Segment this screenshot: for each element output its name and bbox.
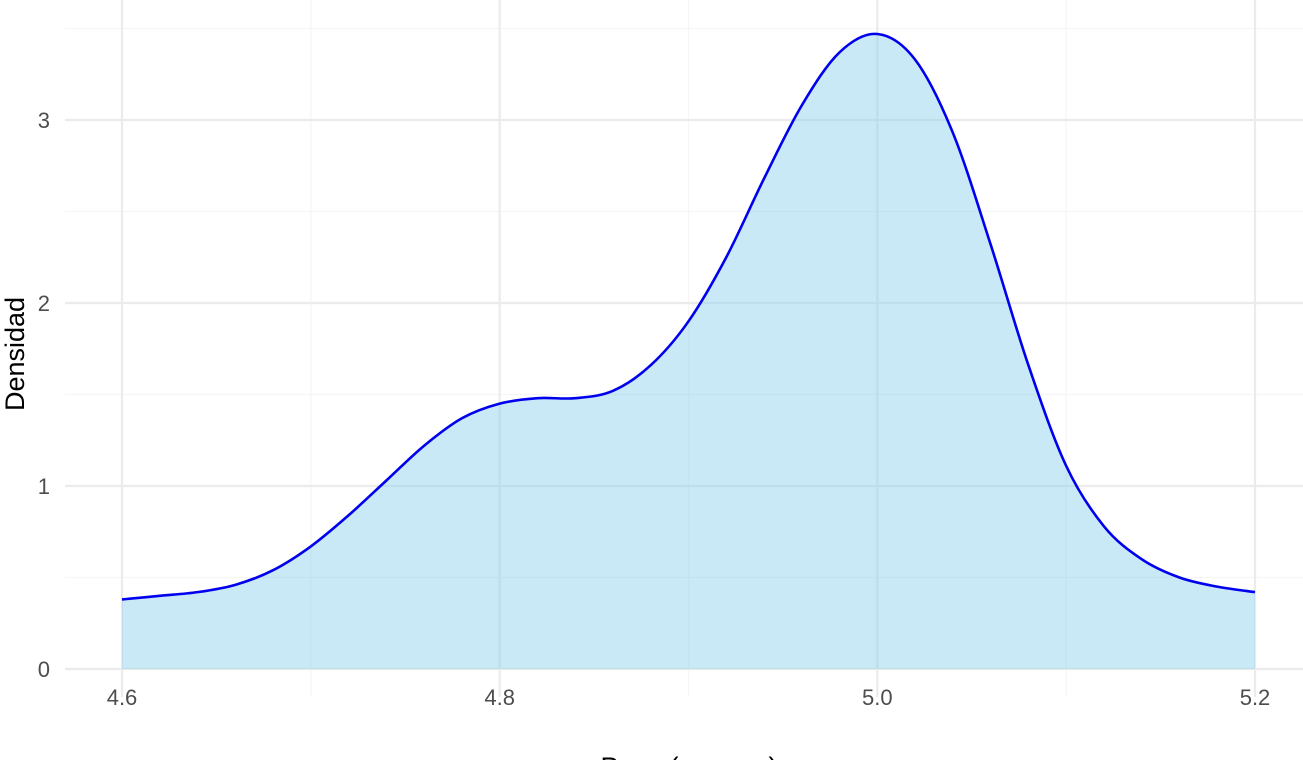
major-grid — [65, 0, 1303, 697]
y-axis-title: Densidad — [0, 297, 30, 411]
y-axis-ticks: 0 1 2 3 — [38, 108, 50, 682]
x-tick-label-2: 5.0 — [862, 685, 893, 710]
y-tick-label-1: 1 — [38, 474, 50, 499]
y-tick-label-3: 3 — [38, 108, 50, 133]
minor-grid — [65, 0, 1303, 697]
y-tick-label-2: 2 — [38, 291, 50, 316]
density-area — [122, 33, 1255, 669]
x-tick-label-1: 4.8 — [484, 685, 515, 710]
x-axis-title: Peso (gramos) — [600, 752, 777, 760]
x-tick-label-0: 4.6 — [107, 685, 138, 710]
x-tick-label-3: 5.2 — [1240, 685, 1271, 710]
density-line — [121, 32, 1256, 601]
y-tick-label-0: 0 — [38, 657, 50, 682]
x-axis-ticks: 4.6 4.8 5.0 5.2 — [107, 685, 1271, 710]
